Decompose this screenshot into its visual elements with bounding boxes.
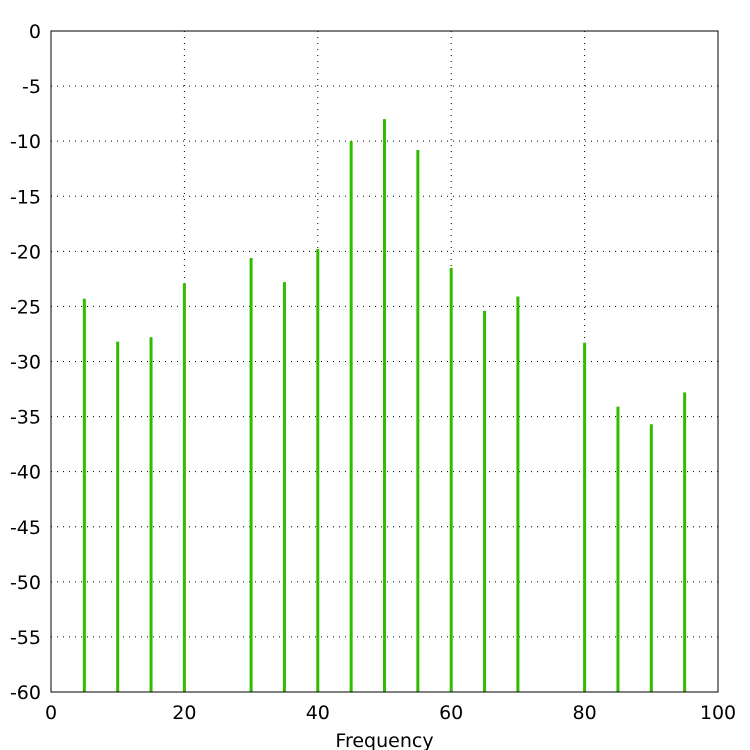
- y-tick-label: -45: [10, 517, 41, 539]
- x-axis-title: Frequency: [335, 730, 433, 750]
- x-tick-label: 40: [306, 702, 330, 724]
- y-tick-labels: 0 -5 -10 -15 -20 -25 -30 -35 -40 -45 -50 -55 -60: [10, 21, 41, 704]
- y-tick-label: 0: [29, 21, 41, 43]
- x-tick-label: 0: [45, 702, 57, 724]
- y-tick-label: -55: [10, 627, 41, 649]
- y-tick-label: -50: [10, 572, 41, 594]
- x-tick-labels: 0 20 40 60 80 100: [45, 702, 736, 724]
- y-tick-label: -60: [10, 682, 41, 704]
- y-tick-label: -25: [10, 296, 41, 318]
- y-tick-label: -10: [10, 131, 41, 153]
- x-tick-label: 60: [439, 702, 463, 724]
- y-tick-label: -5: [22, 76, 41, 98]
- y-tick-label: -40: [10, 462, 41, 484]
- y-tick-label: -20: [10, 241, 41, 263]
- x-tick-label: 100: [700, 702, 736, 724]
- spectrum-stems: [82, 119, 687, 692]
- x-tick-label: 80: [573, 702, 597, 724]
- plot-frame: [50, 30, 719, 693]
- x-tick-label: 20: [172, 702, 196, 724]
- y-tick-label: -35: [10, 407, 41, 429]
- y-tick-label: -15: [10, 186, 41, 208]
- y-tick-label: -30: [10, 352, 41, 374]
